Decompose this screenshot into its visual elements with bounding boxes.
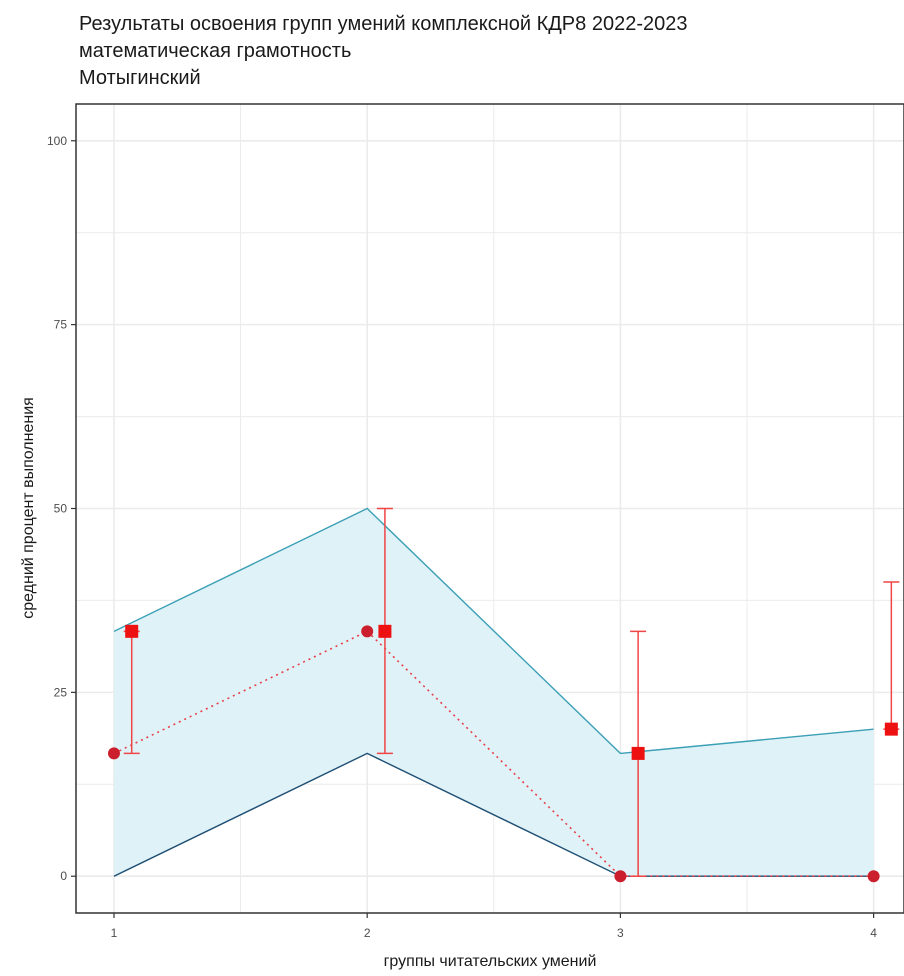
data-marks <box>107 507 900 883</box>
circle-point <box>867 870 880 883</box>
axes: 0 25 50 75 100 1 2 3 4 <box>47 134 877 940</box>
chart-title-line-1: Результаты освоения групп умений комплек… <box>79 13 687 35</box>
square-point <box>884 722 898 736</box>
x-tick-label: 3 <box>617 926 624 940</box>
circle-point <box>361 625 374 638</box>
x-tick-label: 4 <box>870 926 877 940</box>
y-tick-label: 25 <box>54 685 68 699</box>
chart-title-line-2: математическая грамотность <box>79 40 351 62</box>
circle-point <box>614 870 627 883</box>
ci-band-area <box>113 508 874 877</box>
y-tick-label: 50 <box>54 502 68 516</box>
x-axis-label: группы читательских умений <box>384 953 597 970</box>
square-point <box>631 746 645 760</box>
x-tick-label: 2 <box>364 926 371 940</box>
dotted-series-segment <box>113 630 368 755</box>
y-axis-label: средний процент выполнения <box>20 397 37 619</box>
square-point <box>378 624 392 638</box>
square-point <box>125 624 139 638</box>
y-tick-label: 0 <box>60 869 67 883</box>
y-tick-label: 100 <box>47 134 67 148</box>
circle-point <box>107 747 120 760</box>
x-tick-label: 1 <box>111 926 118 940</box>
ci-band-upper-line <box>113 507 874 755</box>
y-tick-label: 75 <box>54 318 68 332</box>
chart-title-line-3: Мотыгинский <box>79 67 201 89</box>
